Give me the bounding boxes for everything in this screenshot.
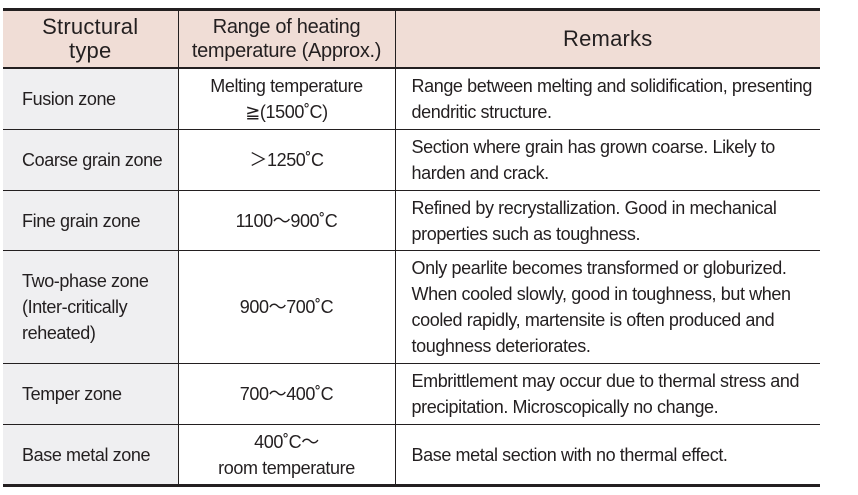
cell-line: reheated) — [22, 323, 96, 343]
cell-remarks: Embrittlement may occur due to thermal s… — [394, 363, 820, 425]
cell-line: Temper zone — [22, 384, 122, 404]
cell-remarks: Section where grain has grown coarse. Li… — [394, 129, 820, 191]
cell-line: 400˚C～ — [254, 431, 319, 452]
cell-heating-range: 1100～900˚C — [177, 190, 395, 251]
cell-line: Melting temperature — [210, 76, 363, 96]
cell-remarks: Base metal section with no thermal effec… — [394, 424, 820, 486]
header-line: Range of heating — [212, 16, 361, 38]
table-row: Base metal zone 400˚C～ room temperature … — [3, 424, 820, 486]
cell-line: When cooled slowly, good in toughness, b… — [411, 284, 792, 304]
cell-line: Base metal section with no thermal effec… — [411, 444, 728, 465]
cell-line: Coarse grain zone — [22, 150, 163, 170]
cell-structural-type: Two-phase zone (Inter-critically reheate… — [3, 250, 178, 364]
cell-remarks: Only pearlite becomes transformed or glo… — [394, 250, 820, 364]
cell-line: 900～700˚C — [239, 297, 334, 317]
cell-line: Fusion zone — [22, 89, 116, 109]
cell-heating-range: 400˚C～ room temperature — [177, 424, 395, 486]
cell-line: ≧(1500˚C) — [245, 102, 328, 122]
cell-remarks: Refined by recrystallization. Good in me… — [394, 190, 820, 251]
cell-remarks: Range between melting and solidification… — [394, 68, 820, 130]
table-row: Fusion zone Melting temperature ≧(1500˚C… — [3, 68, 820, 130]
heat-affected-zone-table-container: Structural type Range of heating tempera… — [3, 8, 820, 487]
cell-structural-type: Base metal zone — [3, 424, 178, 486]
cell-line: cooled rapidly, martensite is often prod… — [411, 310, 775, 330]
cell-line: Two-phase zone — [22, 271, 149, 291]
cell-line: dendritic structure. — [411, 102, 552, 122]
cell-structural-type: Fine grain zone — [3, 190, 178, 251]
table-row: Coarse grain zone ＞1250˚C Section where … — [3, 129, 820, 191]
header-line: Remarks — [563, 26, 653, 51]
cell-heating-range: Melting temperature ≧(1500˚C) — [177, 68, 395, 130]
table-row: Two-phase zone (Inter-critically reheate… — [3, 250, 820, 364]
cell-line: Only pearlite becomes transformed or glo… — [411, 258, 787, 278]
header-remarks: Remarks — [394, 9, 820, 68]
cell-line: properties such as toughness. — [411, 223, 641, 244]
header-heating-range: Range of heating temperature (Approx.) — [177, 9, 395, 68]
cell-line: 700～400˚C — [239, 384, 334, 404]
cell-line: (Inter-critically — [22, 297, 128, 317]
cell-line: Range between melting and solidification… — [411, 76, 813, 96]
cell-line: harden and crack. — [411, 163, 550, 183]
cell-structural-type: Fusion zone — [3, 68, 178, 130]
cell-line: Fine grain zone — [22, 210, 141, 231]
table-row: Fine grain zone 1100～900˚C Refined by re… — [3, 190, 820, 251]
cell-line: toughness deteriorates. — [411, 336, 591, 356]
cell-line: Refined by recrystallization. Good in me… — [411, 197, 777, 218]
cell-structural-type: Temper zone — [3, 363, 178, 425]
cell-line: ＞1250˚C — [249, 150, 324, 170]
cell-structural-type: Coarse grain zone — [3, 129, 178, 191]
header-line: Structural — [42, 14, 139, 39]
table-header-row: Structural type Range of heating tempera… — [3, 9, 820, 68]
cell-line: precipitation. Microscopically no change… — [411, 397, 719, 417]
cell-line: Section where grain has grown coarse. Li… — [411, 137, 776, 157]
cell-heating-range: 700～400˚C — [177, 363, 395, 425]
table-row: Temper zone 700～400˚C Embrittlement may … — [3, 363, 820, 425]
header-structural-type: Structural type — [3, 9, 178, 68]
header-line: temperature (Approx.) — [191, 40, 382, 62]
header-line: type — [69, 38, 112, 63]
cell-heating-range: 900～700˚C — [177, 250, 395, 364]
cell-line: Embrittlement may occur due to thermal s… — [411, 371, 800, 391]
cell-heating-range: ＞1250˚C — [177, 129, 395, 191]
cell-line: room temperature — [218, 457, 355, 478]
cell-line: Base metal zone — [22, 444, 151, 465]
heat-affected-zone-table: Structural type Range of heating tempera… — [3, 8, 820, 487]
cell-line: 1100～900˚C — [235, 210, 338, 231]
